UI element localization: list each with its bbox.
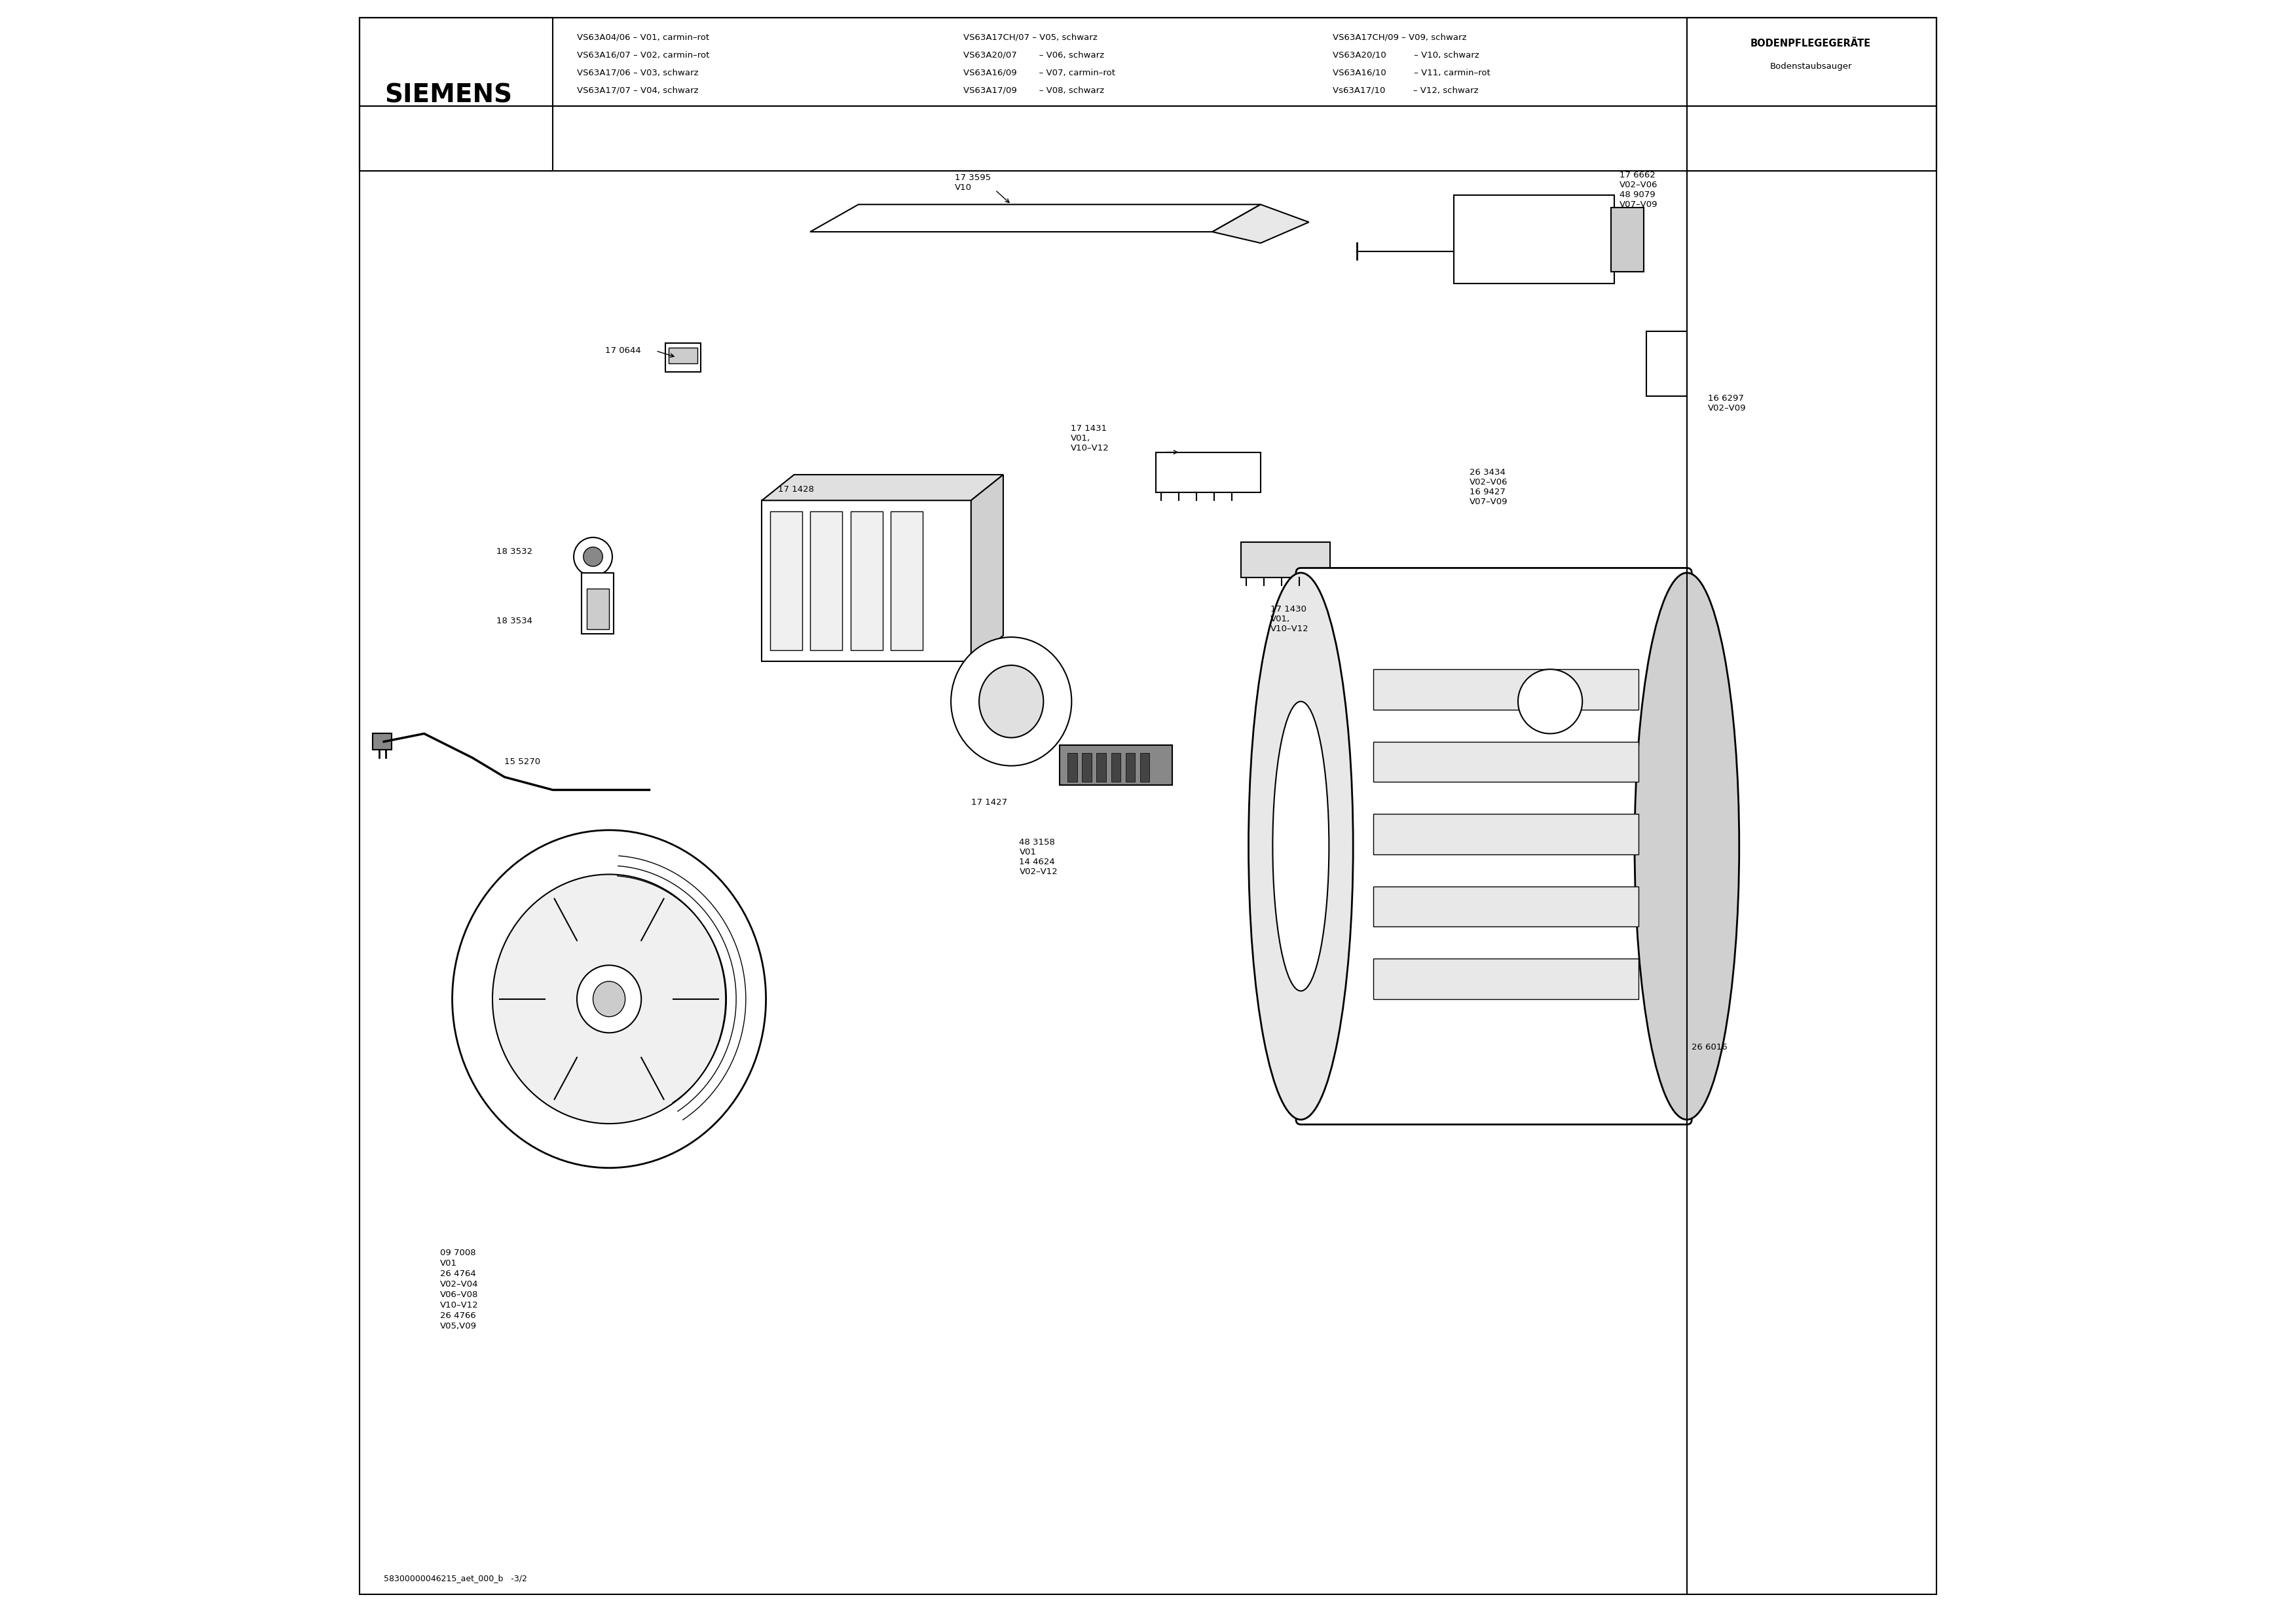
- Polygon shape: [762, 474, 1003, 500]
- Bar: [1373, 959, 1639, 999]
- Circle shape: [1518, 669, 1582, 733]
- Bar: [1081, 753, 1091, 782]
- Ellipse shape: [1272, 701, 1329, 991]
- Bar: [668, 348, 698, 364]
- Bar: [769, 511, 801, 650]
- Text: SIEMENS: SIEMENS: [383, 82, 512, 108]
- Text: VS63A04/06 – V01, carmin–rot: VS63A04/06 – V01, carmin–rot: [576, 32, 709, 42]
- Text: 17 1430
V01,
V10–V12: 17 1430 V01, V10–V12: [1270, 604, 1309, 634]
- Text: 09 7008
V01
26 4764
V02–V04
V06–V08
V10–V12
26 4766
V05,V09: 09 7008 V01 26 4764 V02–V04 V06–V08 V10–…: [441, 1248, 478, 1330]
- Text: BODENPFLEGEGERÄTE: BODENPFLEGEGERÄTE: [1750, 39, 1871, 48]
- Bar: [360, 106, 1936, 171]
- Bar: [1111, 753, 1120, 782]
- FancyBboxPatch shape: [1157, 451, 1261, 492]
- Text: VS63A17CH/07 – V05, schwarz: VS63A17CH/07 – V05, schwarz: [962, 32, 1097, 42]
- Circle shape: [583, 546, 602, 566]
- Ellipse shape: [978, 666, 1042, 738]
- Text: 26 3434
V02–V06
16 9427
V07–V09: 26 3434 V02–V06 16 9427 V07–V09: [1469, 467, 1508, 506]
- Text: VS63A16/07 – V02, carmin–rot: VS63A16/07 – V02, carmin–rot: [576, 50, 709, 60]
- Text: 16 6297
V02–V09: 16 6297 V02–V09: [1708, 395, 1747, 413]
- Bar: [891, 511, 923, 650]
- Bar: [1068, 753, 1077, 782]
- Bar: [1373, 887, 1639, 927]
- Text: VS63A17/09        – V08, schwarz: VS63A17/09 – V08, schwarz: [962, 85, 1104, 95]
- Bar: [1373, 669, 1639, 709]
- Ellipse shape: [592, 982, 625, 1017]
- Bar: [1097, 753, 1107, 782]
- Polygon shape: [971, 474, 1003, 661]
- Text: VS63A20/10          – V10, schwarz: VS63A20/10 – V10, schwarz: [1334, 50, 1479, 60]
- Ellipse shape: [951, 637, 1072, 766]
- Bar: [372, 733, 393, 750]
- Text: 18 3534: 18 3534: [496, 617, 533, 625]
- Bar: [850, 511, 882, 650]
- Text: Bodenstaubsauger: Bodenstaubsauger: [1770, 61, 1853, 71]
- FancyBboxPatch shape: [1242, 542, 1329, 577]
- Ellipse shape: [576, 966, 641, 1033]
- Text: VS63A20/07        – V06, schwarz: VS63A20/07 – V06, schwarz: [962, 50, 1104, 60]
- Bar: [1688, 18, 1936, 171]
- Text: VS63A17CH/09 – V09, schwarz: VS63A17CH/09 – V09, schwarz: [1334, 32, 1467, 42]
- Bar: [360, 18, 553, 171]
- Polygon shape: [1212, 205, 1309, 243]
- Bar: [585, 588, 608, 629]
- Bar: [810, 511, 843, 650]
- Text: 15 5270: 15 5270: [505, 758, 540, 766]
- Ellipse shape: [491, 874, 726, 1124]
- Text: 17 0644: 17 0644: [606, 347, 641, 355]
- Bar: [360, 18, 1936, 106]
- Bar: [1453, 195, 1614, 284]
- Text: VS63A16/09        – V07, carmin–rot: VS63A16/09 – V07, carmin–rot: [962, 68, 1116, 77]
- Bar: [1125, 753, 1134, 782]
- Polygon shape: [810, 205, 1261, 232]
- Ellipse shape: [452, 830, 767, 1167]
- Text: 18 3532: 18 3532: [496, 548, 533, 556]
- Bar: [666, 343, 700, 372]
- Bar: [1612, 208, 1644, 272]
- Text: 17 1428: 17 1428: [778, 485, 815, 493]
- Text: 17 3595
V10: 17 3595 V10: [955, 172, 992, 192]
- Bar: [1139, 753, 1150, 782]
- Bar: [1373, 742, 1639, 782]
- Bar: [762, 500, 971, 661]
- Ellipse shape: [1635, 572, 1738, 1120]
- Text: 26 6016: 26 6016: [1692, 1043, 1727, 1051]
- Ellipse shape: [1249, 572, 1352, 1120]
- Text: VS63A17/07 – V04, schwarz: VS63A17/07 – V04, schwarz: [576, 85, 698, 95]
- Text: 17 6662
V02–V06
48 9079
V07–V09: 17 6662 V02–V06 48 9079 V07–V09: [1619, 171, 1658, 208]
- Text: VS63A16/10          – V11, carmin–rot: VS63A16/10 – V11, carmin–rot: [1334, 68, 1490, 77]
- Bar: [1373, 814, 1639, 854]
- Bar: [1646, 332, 1688, 397]
- Text: Vs63A17/10          – V12, schwarz: Vs63A17/10 – V12, schwarz: [1334, 85, 1479, 95]
- Text: 58300000046215_aet_000_b   -3/2: 58300000046215_aet_000_b -3/2: [383, 1573, 528, 1583]
- Text: VS63A17/06 – V03, schwarz: VS63A17/06 – V03, schwarz: [576, 68, 698, 77]
- Text: 17 1427: 17 1427: [971, 798, 1008, 806]
- FancyBboxPatch shape: [1295, 567, 1692, 1125]
- Text: 17 1431
V01,
V10–V12: 17 1431 V01, V10–V12: [1070, 424, 1109, 451]
- Bar: [1058, 745, 1173, 785]
- Text: 48 3158
V01
14 4624
V02–V12: 48 3158 V01 14 4624 V02–V12: [1019, 838, 1058, 877]
- Circle shape: [574, 537, 613, 575]
- Bar: [581, 572, 613, 634]
